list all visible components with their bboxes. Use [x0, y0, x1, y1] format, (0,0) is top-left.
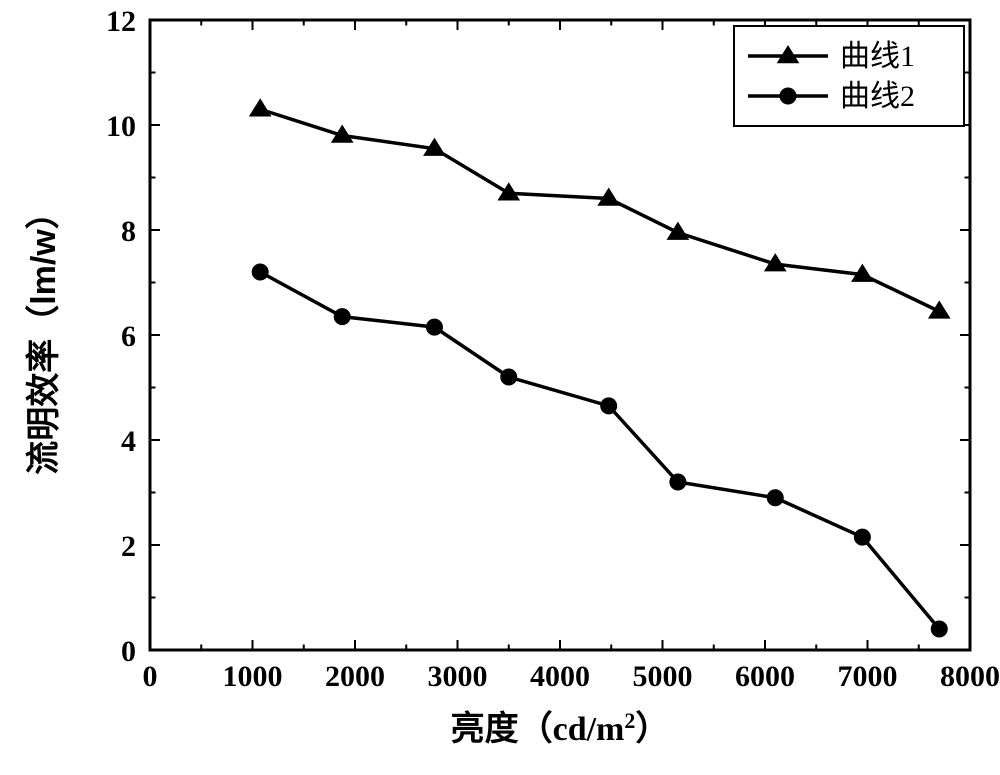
y-tick-label: 10 — [106, 110, 136, 143]
x-tick-label: 5000 — [633, 660, 693, 693]
y-tick-label: 12 — [106, 5, 136, 38]
efficiency-vs-brightness-chart: 0 1000 2000 3000 4000 5000 6000 7000 8000 0 2 4 6 8 10… — [0, 0, 1000, 775]
marker-circle — [252, 264, 268, 280]
marker-circle — [670, 474, 686, 490]
marker-circle — [501, 369, 517, 385]
x-tick-label: 6000 — [735, 660, 795, 693]
legend-label: 曲线1 — [840, 40, 915, 73]
marker-circle — [931, 621, 947, 637]
marker-circle — [334, 309, 350, 325]
x-tick-label: 7000 — [838, 660, 898, 693]
x-tick-label: 1000 — [223, 660, 283, 693]
x-tick-label: 2000 — [325, 660, 385, 693]
y-tick-label: 6 — [121, 320, 136, 353]
x-tick-label: 8000 — [940, 660, 1000, 693]
marker-triangle — [250, 99, 271, 116]
x-tick-label: 3000 — [428, 660, 488, 693]
y-axis-title: 流明效率（lm/w） — [24, 195, 63, 475]
legend-label: 曲线2 — [840, 80, 915, 113]
x-tick-label: 4000 — [530, 660, 590, 693]
marker-circle — [780, 88, 796, 104]
marker-circle — [601, 398, 617, 414]
series-line — [260, 109, 939, 311]
marker-circle — [767, 490, 783, 506]
series-line — [260, 272, 939, 629]
series-1 — [250, 99, 950, 318]
x-axis-title: 亮度（cd/m2） — [451, 708, 670, 749]
y-tick-label: 4 — [121, 425, 136, 458]
y-tick-label: 8 — [121, 215, 136, 248]
x-tick-label: 0 — [143, 660, 158, 693]
marker-circle — [426, 319, 442, 335]
y-tick-label: 2 — [121, 530, 136, 563]
y-tick-label: 0 — [121, 635, 136, 668]
marker-triangle — [498, 183, 519, 200]
legend: 曲线1曲线2 — [734, 26, 964, 126]
marker-triangle — [667, 223, 688, 240]
chart-container: 0 1000 2000 3000 4000 5000 6000 7000 8000 0 2 4 6 8 10… — [0, 0, 1000, 775]
series-2 — [252, 264, 947, 637]
marker-circle — [854, 529, 870, 545]
